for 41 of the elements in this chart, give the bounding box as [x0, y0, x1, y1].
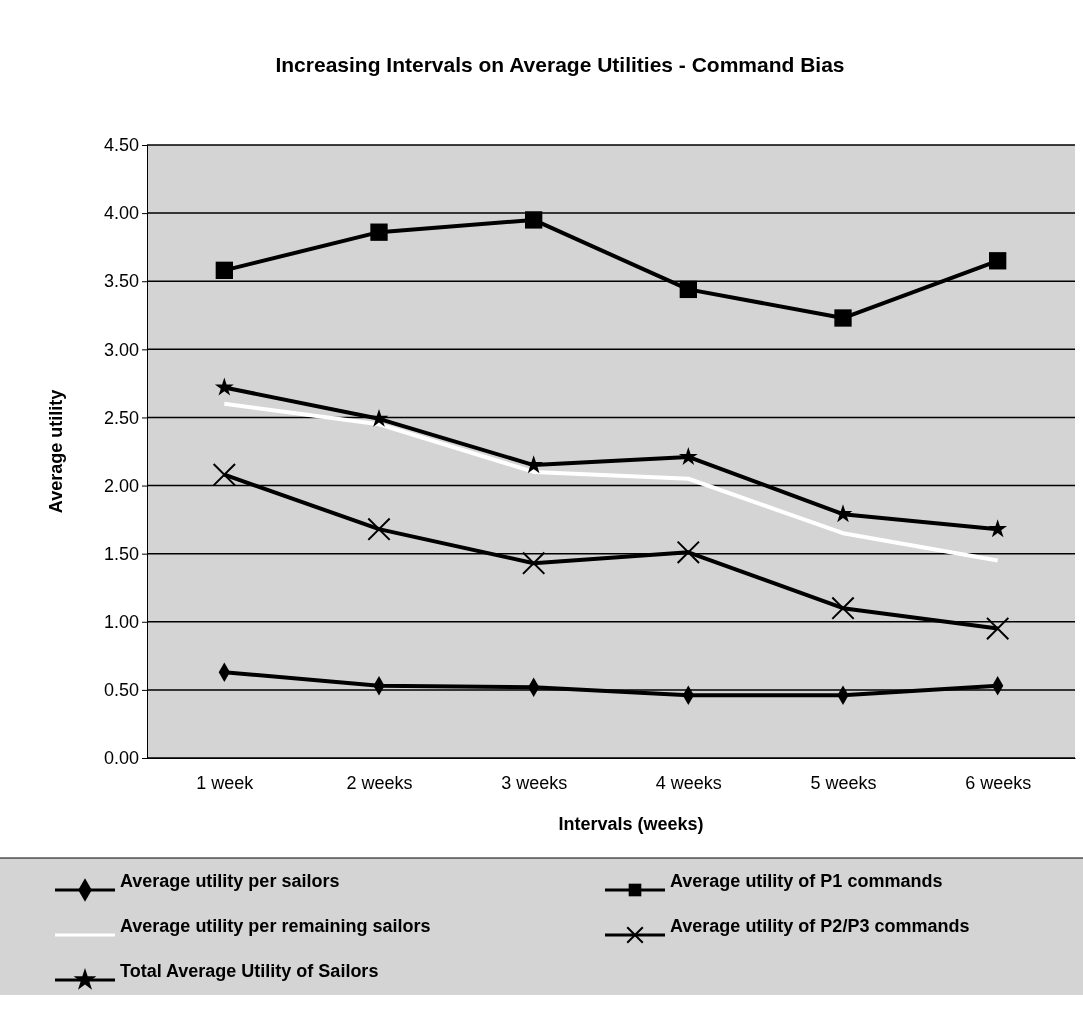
- legend-label: Average utility per remaining sailors: [120, 916, 431, 936]
- point: [212, 462, 237, 487]
- y-tick-label: 3.50: [103, 271, 139, 292]
- y-tick-label: 0.00: [103, 748, 139, 769]
- y-tick-label: 0.50: [103, 680, 139, 701]
- x-axis-title: Intervals (weeks): [558, 814, 704, 834]
- x-tick-label: 5 weeks: [810, 772, 877, 793]
- point: [214, 377, 234, 396]
- legend-label: Average utility of P2/P3 commands: [670, 916, 970, 936]
- y-axis-title: Average utility: [46, 389, 66, 514]
- x-tick-label: 1 week: [196, 772, 255, 793]
- point: [369, 408, 389, 427]
- point: [370, 223, 388, 241]
- y-tick-label: 4.00: [103, 203, 139, 224]
- point: [831, 596, 855, 620]
- point: [989, 252, 1007, 270]
- line-series: [222, 401, 1000, 563]
- legend-label: Average utility of P1 commands: [670, 871, 943, 891]
- y-tick-label: 1.50: [103, 543, 139, 564]
- point: [679, 280, 697, 299]
- legend-label: Average utility per sailors: [120, 871, 340, 891]
- point: [834, 309, 852, 327]
- y-tick-label: 1.00: [103, 612, 139, 633]
- chart-title: Increasing Intervals on Average Utilities - Command Bias: [275, 53, 845, 76]
- point: [521, 551, 546, 575]
- point: [985, 616, 1010, 641]
- x-tick-label: 4 weeks: [655, 772, 722, 793]
- x-tick-label: 6 weeks: [965, 772, 1032, 793]
- x-tick-label: 3 weeks: [501, 772, 568, 793]
- legend-label: Total Average Utility of Sailors: [120, 961, 379, 981]
- y-tick-label: 2.00: [103, 475, 139, 496]
- point: [367, 517, 391, 541]
- point: [525, 211, 543, 229]
- y-tick-label: 2.50: [103, 407, 139, 428]
- point: [676, 540, 701, 564]
- y-tick-label: 4.50: [103, 135, 139, 156]
- point: [988, 519, 1008, 538]
- point: [215, 261, 233, 279]
- y-tick-label: 3.00: [103, 339, 139, 360]
- point: [678, 447, 698, 465]
- x-tick-label: 2 weeks: [346, 772, 413, 793]
